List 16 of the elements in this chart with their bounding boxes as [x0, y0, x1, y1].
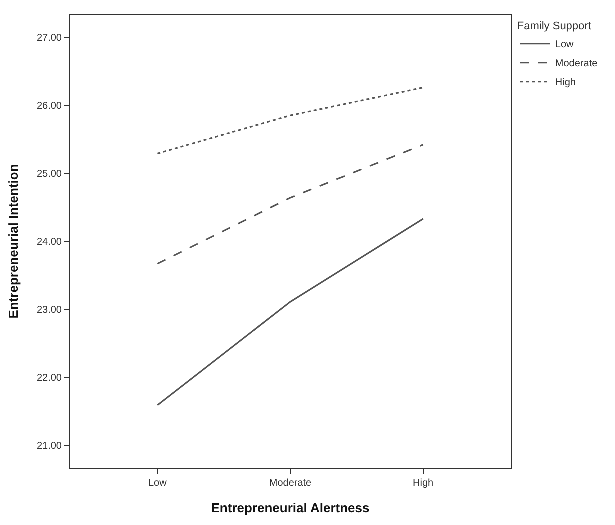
- y-tick-label: 23.00: [36, 305, 62, 316]
- y-tick-label: 26.00: [36, 100, 62, 112]
- y-tick-label: 21.00: [36, 441, 62, 452]
- x-axis-title: Entrepreneurial Alertness: [211, 500, 370, 516]
- legend-label: Moderate: [555, 58, 598, 70]
- y-tick-label: 24.00: [36, 237, 62, 248]
- x-tick-label: Moderate: [269, 478, 312, 489]
- legend-label: Low: [555, 40, 575, 51]
- legend-label: High: [555, 78, 576, 89]
- x-tick-label: Low: [148, 478, 168, 489]
- x-tick-label: High: [413, 478, 434, 489]
- y-tick-label: 27.00: [36, 32, 62, 44]
- y-axis-title: Entrepreneurial Intention: [6, 164, 21, 319]
- legend-title: Family Support: [517, 20, 592, 32]
- y-tick-label: 25.00: [36, 168, 62, 180]
- y-tick-label: 22.00: [36, 373, 62, 384]
